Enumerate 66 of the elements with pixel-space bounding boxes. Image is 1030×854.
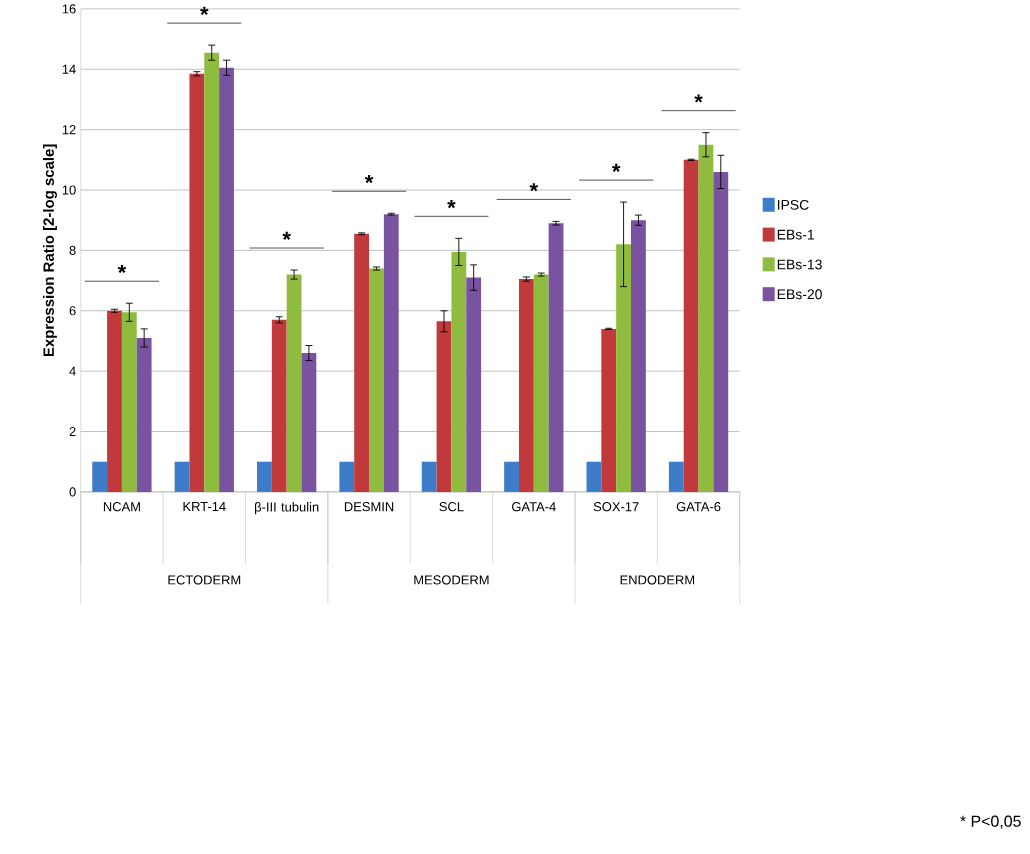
- annotation: *: [117, 264, 127, 274]
- bar: [301, 352, 317, 492]
- annotation: *: [611, 163, 621, 172]
- bar: [421, 461, 437, 492]
- x-tick-label: GATA-4: [512, 502, 556, 512]
- x-tick-label: DESMIN: [344, 502, 394, 512]
- y-tick-label: 16: [62, 4, 76, 14]
- legend-label: EBs-1: [777, 229, 814, 240]
- bar: [631, 220, 646, 492]
- legend-label: IPSC: [777, 199, 809, 210]
- bar: [586, 461, 602, 492]
- bar: [204, 52, 220, 492]
- annotation: *: [447, 199, 456, 209]
- bar: [354, 233, 370, 492]
- y-axis-title: Expression Ratio [2-log scale]: [42, 144, 57, 357]
- bar: [436, 321, 452, 492]
- bar: [107, 310, 122, 492]
- text: MESODERM: [414, 575, 489, 585]
- bar: [383, 214, 399, 492]
- y-tick-label: 0: [69, 487, 76, 497]
- legend-label: EBs-20: [777, 289, 822, 300]
- bar: [616, 244, 631, 492]
- x-tick-label: KRT-14: [183, 502, 226, 511]
- bar: [504, 461, 519, 492]
- bar: [189, 73, 205, 492]
- y-tick-label: 6: [69, 306, 76, 316]
- bar: [92, 461, 108, 492]
- bar: [713, 171, 729, 492]
- bar: [533, 274, 549, 492]
- annotation: *: [364, 174, 374, 184]
- bar: [271, 319, 287, 492]
- bar: [601, 328, 617, 492]
- bar: [698, 144, 714, 492]
- bar: [219, 67, 234, 492]
- bar: [668, 461, 684, 492]
- bar: [286, 274, 302, 492]
- legend-label: EBs-13: [777, 259, 822, 270]
- x-tick-label: GATA-6: [676, 502, 721, 512]
- x-tick-label: NCAM: [103, 502, 140, 512]
- bar: [369, 268, 384, 492]
- bar: [451, 251, 467, 492]
- y-tick-label: 2: [69, 426, 76, 436]
- text: ECTODERM: [168, 575, 241, 585]
- bar: [174, 461, 190, 492]
- annotation: *: [282, 231, 291, 240]
- bar: [683, 159, 699, 492]
- bar: [339, 461, 355, 492]
- text: * P<0,05: [960, 815, 1021, 829]
- bar: [518, 279, 534, 492]
- x-tick-label: SOX-17: [593, 502, 639, 512]
- x-tick-label: β-III tubulin: [255, 502, 319, 515]
- annotation: *: [694, 94, 703, 103]
- annotation: *: [529, 183, 539, 192]
- y-tick-label: 10: [62, 185, 76, 195]
- y-tick-label: 8: [69, 245, 76, 255]
- bar: [121, 312, 137, 492]
- bar: [257, 461, 272, 492]
- bar: [136, 337, 152, 492]
- annotation: *: [200, 6, 209, 15]
- text: ENDODERM: [620, 575, 695, 585]
- y-tick-label: 12: [62, 125, 76, 135]
- x-tick-label: SCL: [439, 502, 464, 512]
- bar: [548, 223, 564, 492]
- y-tick-label: 14: [62, 64, 76, 74]
- bar: [466, 277, 482, 492]
- y-tick-label: 4: [69, 366, 76, 376]
